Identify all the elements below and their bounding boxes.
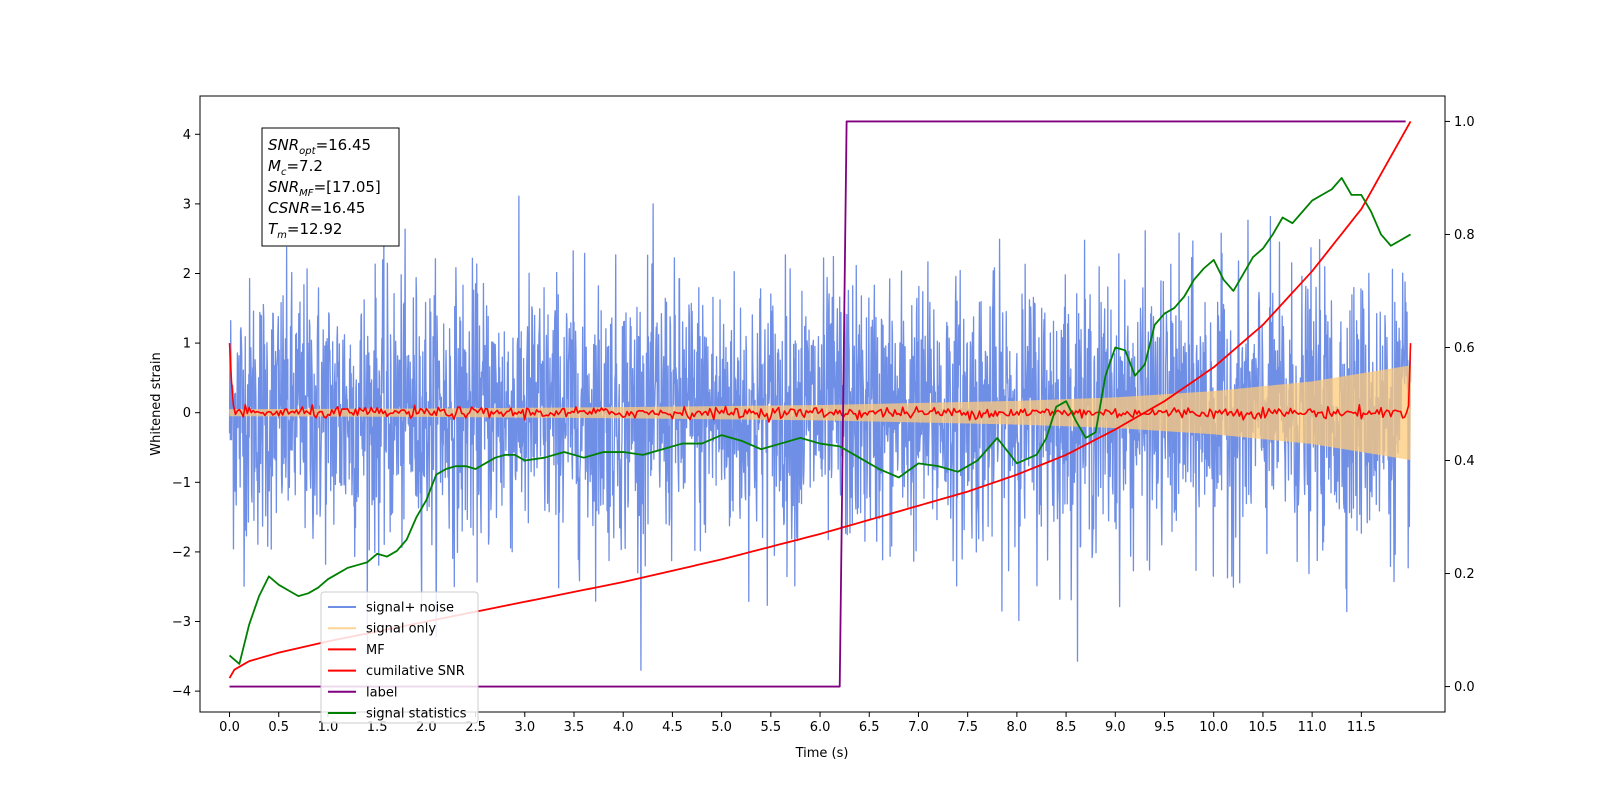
- x-tick-label-7: 3.5: [564, 720, 585, 735]
- y2-tick-label-0: 0.0: [1454, 680, 1475, 695]
- y-axis-right: 0.0 0.2 0.4 0.6 0.8 1.0: [1445, 115, 1475, 695]
- y-tick-label-5: 1: [183, 337, 191, 352]
- x-tick-label-0: 0.0: [219, 720, 240, 735]
- y2-tick-label-4: 0.8: [1454, 228, 1475, 243]
- legend-label-3: cumilative SNR: [366, 664, 465, 679]
- x-axis: 0.0 0.5 1.0 1.5 2.0 2.5 3.0 3.5 4.0 4.5 5.0 5.5 6.0 6…: [219, 712, 1376, 735]
- y-tick-label-3: −1: [172, 476, 191, 491]
- x-tick-label-15: 7.5: [957, 720, 978, 735]
- annotation-line-3: CSNR=16.45: [268, 199, 365, 217]
- x-tick-label-13: 6.5: [859, 720, 880, 735]
- x-tick-label-17: 8.5: [1056, 720, 1077, 735]
- x-tick-label-9: 4.5: [662, 720, 683, 735]
- x-tick-label-11: 5.5: [760, 720, 781, 735]
- y-tick-label-7: 3: [183, 197, 191, 212]
- y-tick-label-2: −2: [172, 545, 191, 560]
- y2-tick-label-2: 0.4: [1454, 454, 1475, 469]
- y-tick-label-8: 4: [183, 128, 191, 143]
- x-tick-label-16: 8.0: [1007, 720, 1028, 735]
- annotation-line-1: Mc=7.2: [268, 157, 323, 178]
- x-tick-label-10: 5.0: [711, 720, 732, 735]
- legend-label-5: signal statistics: [366, 707, 467, 722]
- y-axis-left: −4 −3 −2 −1 0 1 2 3 4: [172, 128, 200, 700]
- x-tick-label-20: 10.0: [1199, 720, 1228, 735]
- x-tick-label-21: 10.5: [1248, 720, 1277, 735]
- x-tick-label-1: 0.5: [268, 720, 289, 735]
- x-tick-label-18: 9.0: [1105, 720, 1126, 735]
- x-axis-label: Time (s): [795, 746, 849, 761]
- mf-line: [228, 343, 1412, 423]
- annotation-line-0: SNRopt=16.45: [268, 136, 371, 157]
- x-tick-label-14: 7.0: [908, 720, 929, 735]
- legend: signal+ noise signal only MF cumilative SNR…: [320, 591, 479, 724]
- label-line: [229, 120, 1406, 688]
- annotation-line-4: Tm=12.92: [268, 220, 342, 241]
- legend-label-2: MF: [366, 643, 385, 658]
- legend-label-0: signal+ noise: [366, 601, 454, 616]
- x-tick-label-5: 2.5: [465, 720, 486, 735]
- mf-series-group: [228, 343, 1412, 423]
- y-axis-label: Whitened strain: [149, 352, 164, 455]
- legend-label-1: signal only: [366, 622, 436, 637]
- x-tick-label-22: 11.0: [1298, 720, 1327, 735]
- x-tick-label-2: 1.0: [318, 720, 339, 735]
- signal-statistics-line: [228, 177, 1411, 665]
- y2-tick-label-1: 0.2: [1454, 567, 1475, 582]
- y2-tick-label-5: 1.0: [1454, 115, 1475, 130]
- y-tick-label-6: 2: [183, 267, 191, 282]
- x-tick-label-4: 2.0: [416, 720, 437, 735]
- x-tick-label-8: 4.0: [613, 720, 634, 735]
- y2-tick-label-3: 0.6: [1454, 341, 1475, 356]
- annotation-box: SNRopt=16.45Mc=7.2SNRMF=[17.05]CSNR=16.4…: [261, 127, 400, 247]
- x-tick-label-3: 1.5: [367, 720, 388, 735]
- x-tick-label-6: 3.0: [514, 720, 535, 735]
- legend-label-4: label: [366, 685, 397, 700]
- y-tick-label-1: −3: [172, 615, 191, 630]
- y-tick-label-4: 0: [183, 406, 191, 421]
- y-tick-label-0: −4: [172, 685, 191, 700]
- x-tick-label-19: 9.5: [1154, 720, 1175, 735]
- x-tick-label-23: 11.5: [1347, 720, 1376, 735]
- plot-frame: [199, 95, 1446, 713]
- x-tick-label-12: 6.0: [810, 720, 831, 735]
- annotation-line-2: SNRMF=[17.05]: [268, 178, 381, 199]
